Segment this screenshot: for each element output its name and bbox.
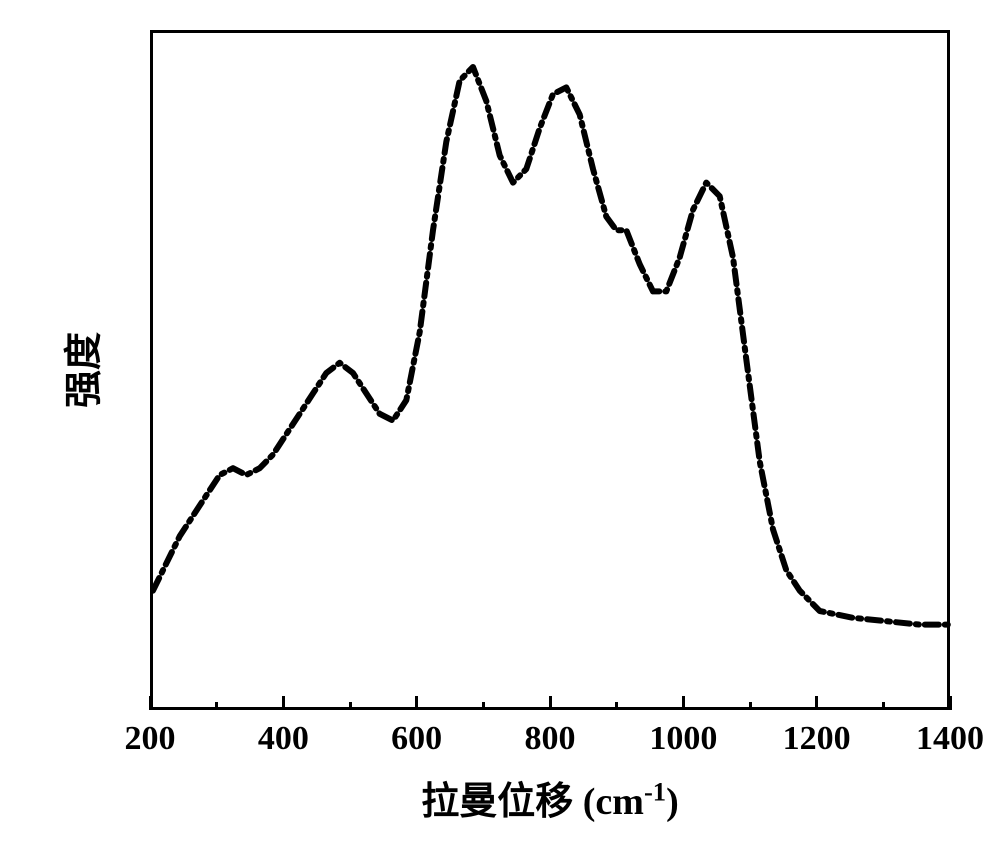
x-axis-label-text-1: 拉曼位移 (cm [421,781,644,823]
x-tick-label: 1000 [649,720,717,758]
x-tick-minor [615,702,618,710]
x-tick-label: 1200 [783,720,851,758]
x-tick-major [415,696,418,710]
spectrum-curve [153,33,953,713]
x-axis-label: 拉曼位移 (cm-1) [421,770,679,825]
x-tick-label: 1400 [916,720,984,758]
plot-area [150,30,950,710]
x-tick-minor [482,702,485,710]
y-axis-label: 强度 [53,332,108,408]
x-tick-major [149,696,152,710]
x-tick-minor [215,702,218,710]
x-axis-label-text-2: ) [666,781,679,823]
y-axis-label-text: 强度 [64,332,106,408]
x-tick-major [815,696,818,710]
x-tick-major [682,696,685,710]
x-tick-minor [749,702,752,710]
x-tick-major [549,696,552,710]
x-axis-label-sup: -1 [644,776,666,806]
x-tick-major [949,696,952,710]
chart-container: 200 400 600 800 1000 1200 1400 强度 拉曼位移 (cm-1) [0,0,1000,868]
x-tick-major [282,696,285,710]
x-tick-label: 800 [525,720,576,758]
x-tick-minor [349,702,352,710]
x-tick-label: 200 [125,720,176,758]
x-tick-label: 600 [391,720,442,758]
x-tick-label: 400 [258,720,309,758]
x-tick-minor [882,702,885,710]
